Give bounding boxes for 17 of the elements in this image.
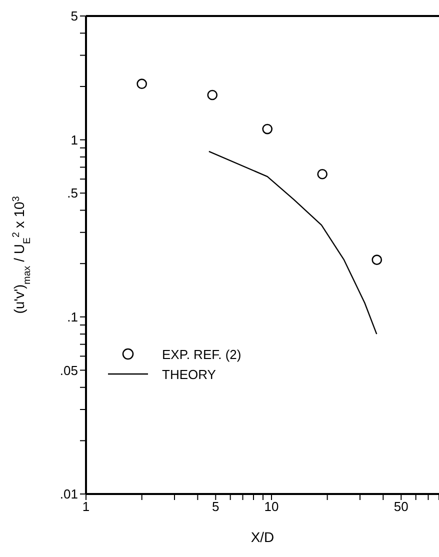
point bbox=[262, 124, 273, 134]
y-tick-label: .1 bbox=[67, 310, 78, 325]
legend-label: EXP. REF. (2) bbox=[162, 346, 242, 362]
y-tick-label: .05 bbox=[60, 362, 78, 378]
point bbox=[317, 168, 328, 180]
x-tick-label: 5 bbox=[212, 499, 220, 514]
y-tick-label: .5 bbox=[67, 186, 78, 201]
y-tick-label: .01 bbox=[60, 486, 78, 502]
x-tick-label: 50 bbox=[394, 499, 408, 514]
x-tick-label: 10 bbox=[264, 499, 279, 514]
y-tick-label: 1 bbox=[70, 132, 78, 148]
x-tick-label: 1 bbox=[82, 499, 90, 514]
x-axis-title: X/D bbox=[250, 529, 274, 545]
point bbox=[372, 254, 382, 265]
point bbox=[207, 90, 218, 100]
y-tick-label: 5 bbox=[70, 8, 78, 24]
legend-label: THEORY bbox=[162, 366, 216, 382]
